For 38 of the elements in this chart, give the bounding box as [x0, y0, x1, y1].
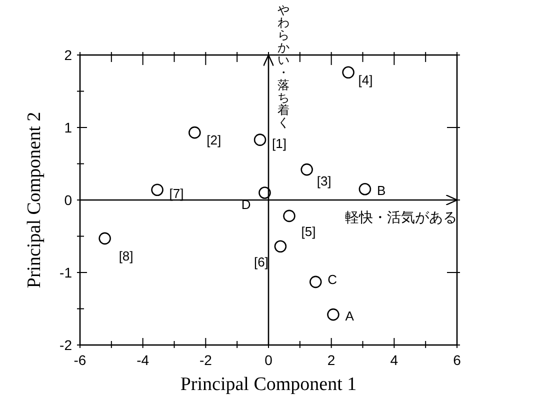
y-tick-label: -2	[60, 337, 72, 353]
y-tick-label: 1	[64, 120, 72, 136]
annotation: [3]	[316, 174, 332, 189]
point	[358, 182, 372, 196]
point	[309, 276, 322, 288]
x-tick-label: -2	[199, 352, 212, 368]
annotation: [4]	[358, 72, 373, 88]
point	[188, 126, 201, 139]
point	[98, 232, 111, 245]
annotation: [6]	[254, 254, 268, 270]
point	[327, 308, 340, 321]
y-axis-title: Principal Component 2	[24, 112, 45, 288]
x-tick-label: 6	[453, 352, 462, 368]
text: やわらかい・落ち着く	[278, 3, 290, 130]
y-tick-label: 2	[64, 47, 72, 63]
annotation: [5]	[301, 224, 316, 239]
annotation: A	[345, 308, 354, 324]
annotation: C	[328, 272, 338, 287]
point	[151, 184, 164, 196]
y-tick-label: -1	[60, 264, 72, 280]
point	[258, 186, 271, 199]
x-tick-label: -4	[136, 352, 150, 368]
x-axis-title: Principal Component 1	[180, 374, 357, 395]
x-tick-label: 4	[390, 352, 398, 368]
y-tick-label: 0	[64, 192, 72, 208]
point	[300, 163, 313, 176]
point	[274, 240, 287, 253]
annotation: B	[376, 183, 386, 198]
point	[342, 66, 354, 79]
point	[254, 134, 266, 146]
annotation: [1]	[272, 136, 286, 151]
x-tick-label: -6	[74, 352, 86, 368]
x-tick-label: 2	[327, 352, 336, 368]
annotation: [2]	[206, 132, 222, 148]
annotation: [8]	[118, 248, 134, 264]
legend-label: 軽快・活気がある	[345, 210, 457, 226]
x-tick-label: 0	[264, 352, 273, 368]
point	[283, 210, 296, 222]
